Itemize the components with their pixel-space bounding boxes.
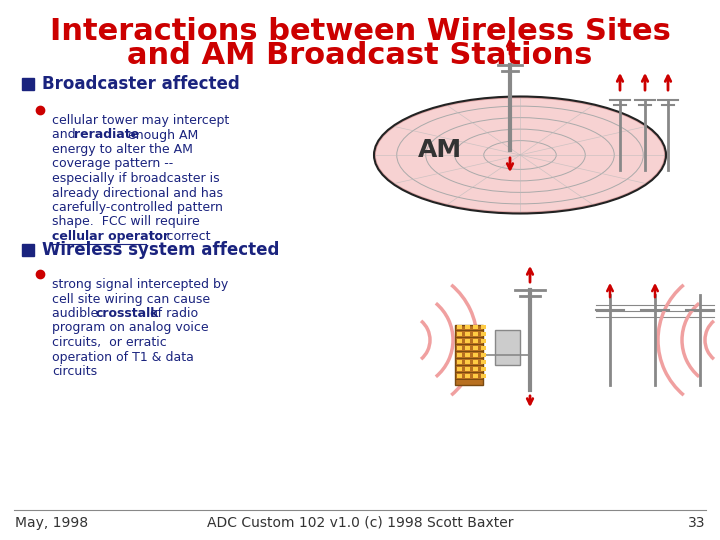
Text: Broadcaster affected: Broadcaster affected bbox=[42, 75, 240, 93]
Bar bbox=[465, 332, 470, 336]
Bar bbox=[457, 346, 462, 350]
Bar bbox=[481, 360, 486, 364]
Text: of radio: of radio bbox=[145, 307, 197, 320]
Bar bbox=[465, 374, 470, 378]
Ellipse shape bbox=[375, 98, 665, 213]
Text: cellular operator: cellular operator bbox=[52, 230, 169, 243]
Text: Interactions between Wireless Sites: Interactions between Wireless Sites bbox=[50, 17, 670, 46]
Text: reradiate: reradiate bbox=[74, 129, 139, 141]
Text: AM: AM bbox=[418, 138, 462, 162]
Bar bbox=[465, 325, 470, 329]
Text: May, 1998: May, 1998 bbox=[15, 516, 88, 530]
Bar bbox=[473, 360, 478, 364]
Bar bbox=[481, 353, 486, 357]
Text: circuits: circuits bbox=[52, 365, 97, 378]
Text: ADC Custom 102 v1.0 (c) 1998 Scott Baxter: ADC Custom 102 v1.0 (c) 1998 Scott Baxte… bbox=[207, 516, 513, 530]
Text: carefully-controlled pattern: carefully-controlled pattern bbox=[52, 201, 223, 214]
Text: circuits,  or erratic: circuits, or erratic bbox=[52, 336, 167, 349]
Bar bbox=[457, 339, 462, 343]
Bar bbox=[481, 325, 486, 329]
Text: strong signal intercepted by: strong signal intercepted by bbox=[52, 278, 228, 291]
Text: program on analog voice: program on analog voice bbox=[52, 321, 209, 334]
Bar bbox=[457, 374, 462, 378]
Text: enough AM: enough AM bbox=[124, 129, 198, 141]
Text: especially if broadcaster is: especially if broadcaster is bbox=[52, 172, 220, 185]
Bar bbox=[457, 367, 462, 371]
Text: to correct: to correct bbox=[145, 230, 210, 243]
Bar bbox=[473, 339, 478, 343]
Text: audible: audible bbox=[52, 307, 102, 320]
Bar bbox=[473, 374, 478, 378]
Text: shape.  FCC will require: shape. FCC will require bbox=[52, 215, 199, 228]
Text: energy to alter the AM: energy to alter the AM bbox=[52, 143, 193, 156]
Bar bbox=[473, 346, 478, 350]
Text: 33: 33 bbox=[688, 516, 705, 530]
Bar bbox=[481, 346, 486, 350]
Bar bbox=[465, 353, 470, 357]
Bar bbox=[481, 367, 486, 371]
Text: crosstalk: crosstalk bbox=[96, 307, 160, 320]
Text: and: and bbox=[52, 129, 80, 141]
Bar bbox=[495, 330, 520, 365]
Bar bbox=[22, 78, 34, 90]
Bar bbox=[473, 325, 478, 329]
Text: and AM Broadcast Stations: and AM Broadcast Stations bbox=[127, 42, 593, 71]
Bar bbox=[481, 374, 486, 378]
Bar bbox=[457, 360, 462, 364]
Bar bbox=[481, 339, 486, 343]
Bar bbox=[455, 325, 483, 385]
Bar bbox=[465, 360, 470, 364]
Bar bbox=[473, 353, 478, 357]
Bar bbox=[465, 367, 470, 371]
Text: cellular tower may intercept: cellular tower may intercept bbox=[52, 114, 229, 127]
Bar bbox=[481, 332, 486, 336]
Text: operation of T1 & data: operation of T1 & data bbox=[52, 350, 194, 363]
Bar bbox=[22, 244, 34, 256]
Bar bbox=[473, 367, 478, 371]
Bar bbox=[465, 339, 470, 343]
Bar bbox=[457, 325, 462, 329]
Text: already directional and has: already directional and has bbox=[52, 186, 223, 199]
Bar bbox=[457, 353, 462, 357]
Bar bbox=[465, 346, 470, 350]
Text: cell site wiring can cause: cell site wiring can cause bbox=[52, 293, 210, 306]
Bar bbox=[473, 332, 478, 336]
Bar bbox=[457, 332, 462, 336]
Text: coverage pattern --: coverage pattern -- bbox=[52, 158, 174, 171]
Text: Wireless system affected: Wireless system affected bbox=[42, 241, 279, 259]
